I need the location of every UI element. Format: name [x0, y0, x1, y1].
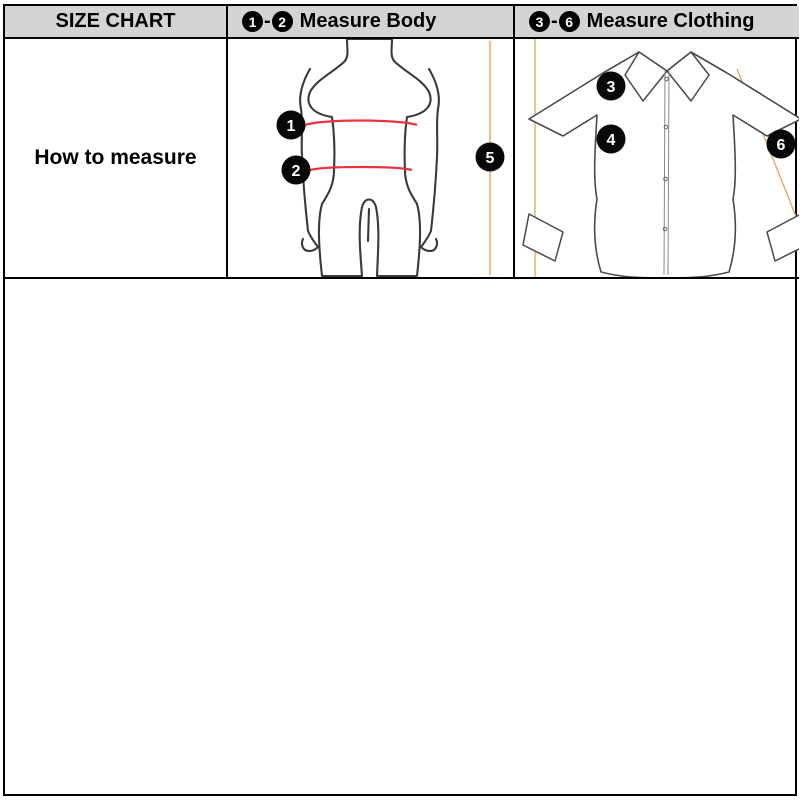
svg-text:2: 2 — [292, 163, 301, 180]
svg-text:1: 1 — [287, 118, 296, 135]
svg-text:5: 5 — [486, 150, 495, 167]
svg-text:3: 3 — [607, 79, 616, 96]
svg-text:6: 6 — [777, 137, 786, 154]
svg-text:4: 4 — [607, 132, 616, 149]
